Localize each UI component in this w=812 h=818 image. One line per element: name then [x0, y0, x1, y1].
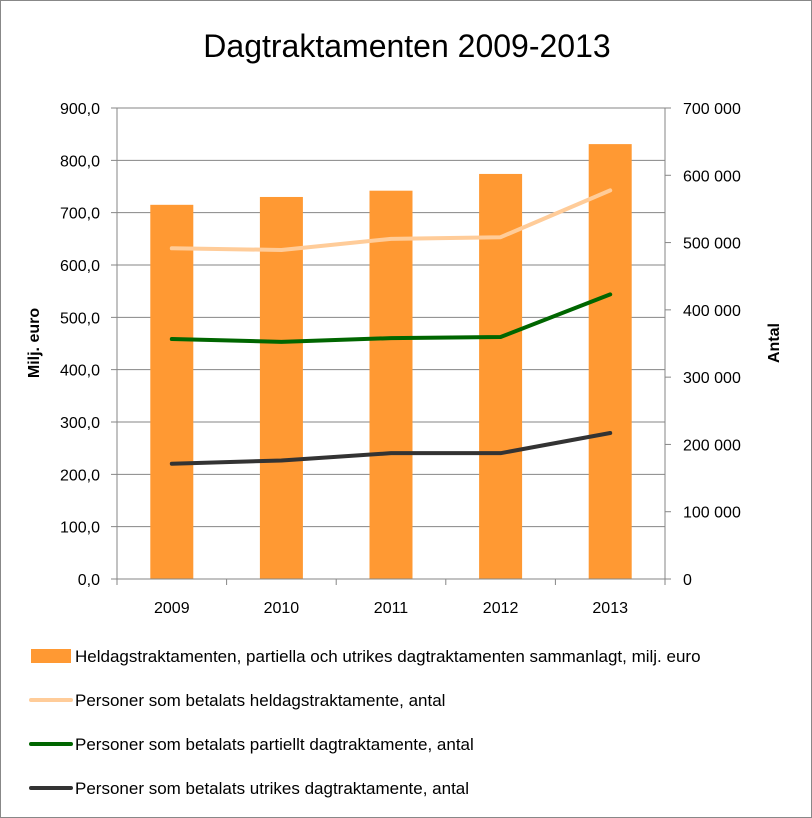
x-tick-label: 2013 — [592, 600, 628, 617]
legend-swatch — [31, 649, 71, 663]
y-right-tick-label: 600 000 — [683, 168, 741, 185]
bar — [150, 204, 194, 580]
bar — [259, 196, 303, 579]
bar — [369, 190, 413, 580]
y-left-tick-label: 900,0 — [60, 101, 100, 118]
y-left-tick-label: 500,0 — [60, 310, 100, 327]
y-right-tick-label: 400 000 — [683, 303, 741, 320]
y-left-tick-label: 200,0 — [60, 467, 100, 484]
y-left-tick-label: 400,0 — [60, 363, 100, 380]
legend-label: Personer som betalats heldagstraktamente… — [75, 691, 445, 710]
series-line — [169, 188, 613, 252]
y-left-tick-label: 800,0 — [60, 153, 100, 170]
y-left-tick-label: 600,0 — [60, 258, 100, 275]
bar — [479, 173, 523, 579]
y-left-tick-label: 100,0 — [60, 520, 100, 537]
bar — [588, 144, 632, 580]
y-left-tick-label: 300,0 — [60, 415, 100, 432]
y-right-tick-label: 500 000 — [683, 236, 741, 253]
y-right-label: Antal — [766, 323, 783, 363]
y-right-tick-label: 700 000 — [683, 101, 741, 118]
x-tick-label: 2012 — [483, 600, 519, 617]
y-left-tick-label: 0,0 — [78, 572, 100, 589]
y-right-tick-label: 100 000 — [683, 505, 741, 522]
series-line — [169, 292, 613, 344]
y-right-tick-label: 300 000 — [683, 370, 741, 387]
y-right-tick-label: 0 — [683, 572, 692, 589]
y-right-tick-label: 200 000 — [683, 437, 741, 454]
chart-title: Dagtraktamenten 2009-2013 — [203, 28, 610, 64]
legend-label: Heldagstraktamenten, partiella och utrik… — [75, 647, 701, 666]
x-tick-label: 2011 — [374, 600, 409, 617]
y-left-tick-label: 700,0 — [60, 206, 100, 223]
series-line — [169, 430, 613, 466]
legend-label: Personer som betalats utrikes dagtraktam… — [75, 779, 469, 798]
x-tick-label: 2009 — [154, 600, 190, 617]
legend-label: Personer som betalats partiellt dagtrakt… — [75, 735, 474, 754]
y-left-label: Milj. euro — [26, 308, 43, 378]
x-tick-label: 2010 — [264, 600, 300, 617]
